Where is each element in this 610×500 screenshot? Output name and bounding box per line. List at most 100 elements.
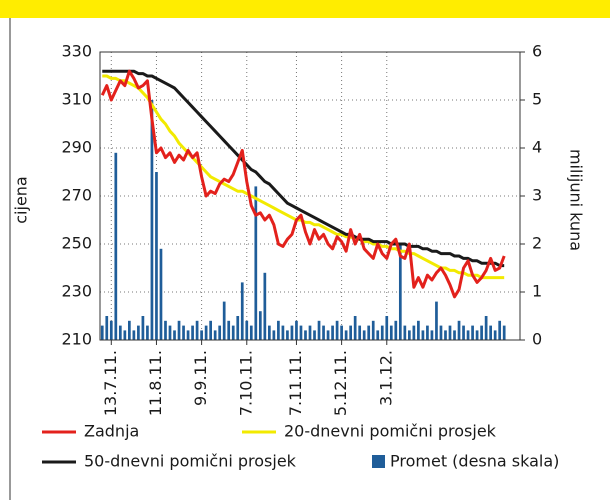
- volume-bar: [408, 330, 411, 340]
- volume-bar: [290, 325, 294, 340]
- x-tick-label: 7.10.11.: [236, 350, 255, 416]
- volume-bar: [331, 325, 334, 340]
- volume-bar: [502, 325, 506, 340]
- y-tick-label: 270: [61, 186, 92, 205]
- volume-bar: [353, 316, 357, 340]
- y2-tick-label: 6: [532, 42, 542, 61]
- volume-bar: [109, 320, 113, 340]
- volume-bar: [209, 320, 212, 340]
- volume-bar: [435, 301, 438, 340]
- legend-label: Zadnja: [84, 422, 139, 441]
- y2-tick-label: 4: [532, 138, 542, 157]
- volume-bar: [439, 325, 443, 340]
- series-line: [100, 69, 506, 299]
- volume-bar: [114, 152, 118, 340]
- volume-bar: [480, 325, 483, 340]
- volume-bar: [195, 320, 199, 340]
- y2-tick-label: 1: [532, 282, 542, 301]
- legend-label: 50-dnevni pomični prosjek: [84, 452, 297, 471]
- volume-bar: [132, 330, 136, 340]
- volume-bar: [417, 320, 420, 340]
- volume-bar: [218, 325, 222, 340]
- volume-bar: [299, 325, 303, 340]
- volume-bar: [367, 325, 371, 340]
- volume-bar: [204, 325, 208, 340]
- volume-bar: [489, 325, 492, 340]
- volume-bar: [164, 320, 167, 340]
- volume-bar: [358, 325, 362, 340]
- y-axis-label: cijena: [12, 176, 31, 223]
- volume-bar: [371, 320, 375, 340]
- volume-bar: [398, 244, 402, 340]
- volume-bar: [272, 330, 276, 340]
- volume-bar: [389, 325, 393, 340]
- volume-bar: [475, 330, 479, 340]
- volume-bar: [231, 325, 235, 340]
- volume-bar: [258, 311, 262, 340]
- volume-bar: [444, 330, 447, 340]
- volume-bar: [249, 325, 253, 340]
- volume-bar: [385, 316, 389, 340]
- x-tick-label: 3.1.12.: [376, 350, 395, 406]
- y2-tick-label: 3: [532, 186, 542, 205]
- y-tick-label: 310: [61, 90, 92, 109]
- volume-bar: [349, 325, 352, 340]
- volume-bar: [200, 330, 203, 340]
- volume-bar: [317, 320, 321, 340]
- x-tick-label: 7.11.11.: [286, 350, 305, 416]
- volume-bar: [286, 330, 289, 340]
- volume-bar: [182, 325, 185, 340]
- volume-bar: [471, 325, 474, 340]
- volume-bar: [344, 330, 348, 340]
- x-tick-label: 9.9.11.: [191, 350, 210, 406]
- volume-bar: [326, 330, 330, 340]
- volume-bar: [100, 325, 104, 340]
- y2-axis-label: milijuni kuna: [567, 149, 586, 251]
- legend-label: 20-dnevni pomični prosjek: [284, 422, 497, 441]
- volume-bar: [141, 316, 145, 340]
- volume-bar: [245, 320, 249, 340]
- volume-bar: [159, 248, 163, 340]
- volume-bar: [376, 330, 380, 340]
- volume-bar: [466, 330, 470, 340]
- volume-bar: [146, 325, 149, 340]
- legend-label: Promet (desna skala): [390, 452, 559, 471]
- volume-bar: [295, 320, 298, 340]
- volume-bar: [177, 320, 181, 340]
- volume-bar: [403, 325, 407, 340]
- series-line: [102, 74, 505, 280]
- volume-bar: [426, 325, 429, 340]
- volume-bar: [222, 301, 226, 340]
- series-line: [102, 69, 505, 268]
- volume-bar: [484, 316, 488, 340]
- volume-bar: [313, 330, 316, 340]
- volume-bar: [362, 330, 366, 340]
- volume-bar: [150, 100, 154, 340]
- volume-bar: [263, 272, 267, 340]
- x-tick-label: 13.7.11.: [101, 350, 120, 416]
- volume-bar: [268, 325, 271, 340]
- plot-frame: [99, 51, 521, 341]
- y2-tick-label: 5: [532, 90, 542, 109]
- volume-bar: [168, 325, 172, 340]
- volume-bar: [453, 330, 456, 340]
- volume-bar: [118, 325, 122, 340]
- x-tick-label: 11.8.11.: [146, 350, 165, 416]
- volume-bar: [340, 325, 343, 340]
- header-band: [0, 0, 610, 18]
- legend-swatch: [372, 455, 385, 468]
- y-tick-label: 210: [61, 330, 92, 349]
- volume-bar: [412, 325, 416, 340]
- volume-bar: [308, 325, 312, 340]
- volume-bar: [105, 316, 109, 340]
- y2-tick-label: 0: [532, 330, 542, 349]
- volume-bar: [236, 316, 240, 340]
- volume-bar: [277, 320, 280, 340]
- volume-bar: [173, 330, 176, 340]
- volume-bar: [430, 330, 434, 340]
- volume-bar: [186, 330, 190, 340]
- volume-bar: [421, 330, 425, 340]
- volume-bar: [322, 325, 325, 340]
